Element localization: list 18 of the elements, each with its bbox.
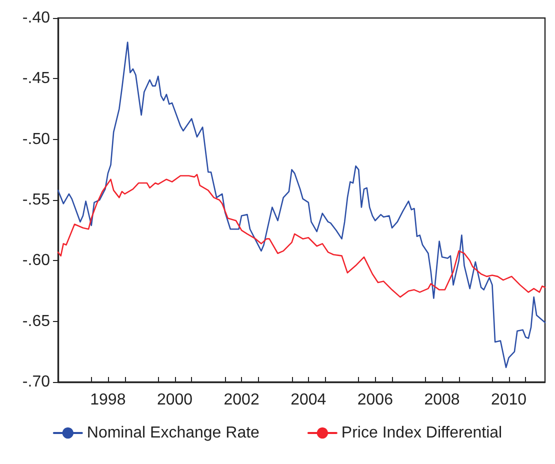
- y-tick-label: -.45: [22, 70, 50, 88]
- x-tick-label: 2008: [424, 392, 460, 408]
- x-tick-label: 2004: [290, 392, 326, 408]
- line-series: [57, 42, 546, 368]
- legend-label: Nominal Exchange Rate: [86, 424, 260, 442]
- x-tick-label: 2006: [357, 392, 394, 408]
- legend-label: Price Index Differential: [341, 424, 502, 442]
- y-tick-label: -.65: [22, 312, 50, 330]
- y-tick-label: -.70: [22, 374, 50, 390]
- x-tick-label: 2002: [224, 392, 260, 408]
- y-tick-label: -.50: [22, 130, 50, 148]
- y-tick-label: -.40: [22, 10, 50, 26]
- line-series: [57, 174, 546, 298]
- x-tick-label: 2010: [490, 392, 527, 408]
- y-tick-label: -.60: [22, 252, 50, 270]
- x-tick-label: 2000: [156, 392, 193, 408]
- x-tick-label: 1998: [90, 392, 126, 408]
- y-tick-label: -.55: [22, 192, 50, 208]
